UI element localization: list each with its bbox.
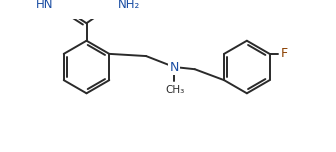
Text: CH₃: CH₃ (165, 85, 185, 95)
Text: HN: HN (36, 0, 53, 11)
Text: N: N (169, 60, 179, 74)
Text: F: F (281, 47, 288, 60)
Text: NH₂: NH₂ (118, 0, 140, 11)
